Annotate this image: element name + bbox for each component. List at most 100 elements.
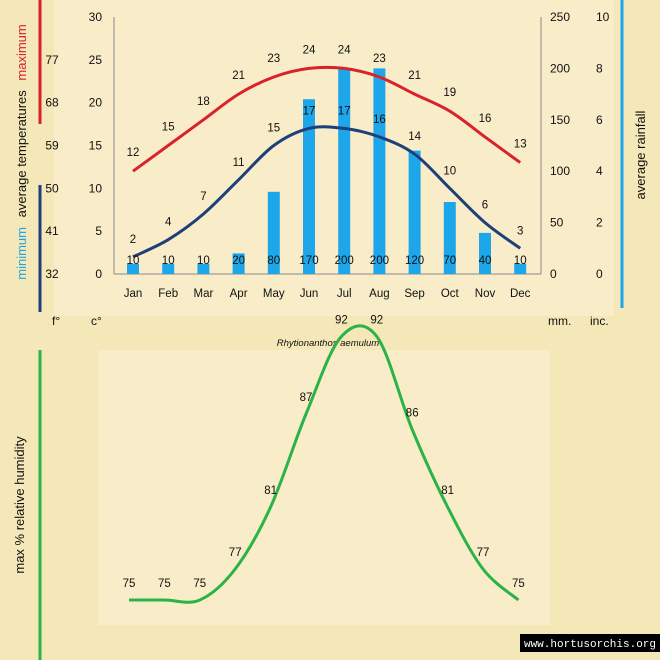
humidity-label: 75 bbox=[158, 578, 171, 590]
mm-tick: 250 bbox=[550, 10, 570, 24]
celsius-tick: 30 bbox=[89, 10, 103, 24]
min-temp-line bbox=[132, 125, 522, 259]
max-temp-label: 23 bbox=[267, 53, 280, 65]
axis-title-group: minimum average temperatures maximum bbox=[14, 24, 29, 280]
fahrenheit-tick: 77 bbox=[45, 53, 59, 67]
min-temp-label: 15 bbox=[267, 123, 280, 135]
species-caption: Rhytionanthos aemulum bbox=[277, 338, 380, 349]
inch-tick: 2 bbox=[596, 216, 603, 230]
rainfall-bar bbox=[443, 202, 456, 274]
month-tick-label: Dec bbox=[510, 288, 531, 300]
inch-tick: 6 bbox=[596, 113, 603, 127]
minimum-label: minimum bbox=[14, 227, 29, 280]
fahrenheit-tick: 41 bbox=[45, 224, 59, 238]
rainfall-label: 120 bbox=[405, 255, 424, 267]
min-temp-label: 6 bbox=[482, 200, 488, 212]
max-temp-label: 23 bbox=[373, 53, 386, 65]
celsius-tick: 25 bbox=[89, 53, 103, 67]
rainfall-bar bbox=[338, 68, 351, 275]
rainfall-label: 40 bbox=[479, 255, 492, 267]
month-tick-label: Mar bbox=[193, 288, 213, 300]
rainfall-label: 10 bbox=[162, 255, 175, 267]
celsius-tick: 0 bbox=[95, 267, 102, 281]
humidity-label: 75 bbox=[512, 578, 525, 590]
mm-tick: 0 bbox=[550, 267, 557, 281]
max-temp-label: 18 bbox=[197, 96, 210, 108]
min-temp-label: 14 bbox=[408, 131, 421, 143]
rainfall-bar bbox=[232, 253, 245, 274]
rainfall-bar bbox=[303, 99, 315, 274]
month-tick-label: Aug bbox=[369, 288, 389, 300]
min-temp-label: 10 bbox=[443, 165, 456, 177]
max-temp-line bbox=[132, 65, 522, 173]
celsius-tick: 20 bbox=[89, 96, 103, 110]
rainfall-label: 200 bbox=[370, 255, 389, 267]
max-temp-label: 24 bbox=[303, 44, 316, 56]
average-temperatures-label: average temperatures bbox=[14, 90, 29, 218]
humidity-label: 75 bbox=[123, 578, 136, 590]
rainfall-label: 20 bbox=[232, 255, 245, 267]
inch-tick: 8 bbox=[596, 61, 603, 75]
min-temp-label: 7 bbox=[200, 191, 206, 203]
rainfall-label: 10 bbox=[514, 255, 527, 267]
min-temp-label: 16 bbox=[373, 114, 386, 126]
max-temp-label: 21 bbox=[232, 70, 245, 82]
rainfall-bar bbox=[408, 150, 421, 274]
inch-tick: 4 bbox=[596, 164, 603, 178]
unit-fahrenheit: f° bbox=[52, 314, 60, 328]
month-tick-label: Jun bbox=[300, 288, 319, 300]
max-temp-label: 24 bbox=[338, 44, 351, 56]
humidity-label: 92 bbox=[370, 315, 383, 327]
rainfall-label: 170 bbox=[299, 255, 318, 267]
min-temp-label: 3 bbox=[517, 225, 523, 237]
rainfall-bar bbox=[479, 232, 491, 274]
humidity-label: 92 bbox=[335, 315, 348, 327]
humidity-label: 87 bbox=[300, 392, 313, 404]
month-tick-label: Oct bbox=[441, 288, 460, 300]
fahrenheit-tick: 32 bbox=[45, 267, 59, 281]
axis-ticks: 3025201510507768595041322502001501005001… bbox=[45, 10, 609, 281]
min-temp-label: 17 bbox=[338, 105, 351, 117]
month-tick-label: Apr bbox=[230, 288, 248, 300]
inch-tick: 0 bbox=[596, 267, 603, 281]
humidity-axis-label: max % relative humidity bbox=[12, 436, 27, 574]
min-temp-label: 17 bbox=[303, 105, 316, 117]
humidity-labels: 75 75 75 77 81 87 92 92 86 81 77 75 bbox=[123, 315, 525, 591]
max-temp-label: 21 bbox=[408, 70, 421, 82]
humidity-line bbox=[128, 324, 520, 604]
unit-celsius: c° bbox=[91, 314, 102, 328]
rainfall-label: 200 bbox=[335, 255, 354, 267]
average-rainfall-label: average rainfall bbox=[633, 110, 648, 199]
rainfall-bar bbox=[373, 68, 386, 275]
month-tick-label: Jan bbox=[124, 288, 143, 300]
min-temp-label: 4 bbox=[165, 217, 172, 229]
max-temp-label: 12 bbox=[127, 147, 140, 159]
fahrenheit-tick: 68 bbox=[45, 96, 59, 110]
celsius-tick: 10 bbox=[89, 181, 103, 195]
rainfall-bar bbox=[197, 263, 210, 274]
celsius-tick: 5 bbox=[95, 224, 102, 238]
min-temp-label: 11 bbox=[233, 157, 245, 169]
inch-tick: 10 bbox=[596, 10, 610, 24]
humidity-chart-panel bbox=[98, 350, 550, 625]
max-temp-label: 15 bbox=[162, 122, 175, 134]
rainfall-bar bbox=[514, 263, 527, 274]
humidity-label: 77 bbox=[477, 547, 490, 559]
month-tick-label: Jul bbox=[337, 288, 352, 300]
month-tick-label: Feb bbox=[158, 288, 178, 300]
rainfall-bar bbox=[267, 191, 280, 274]
rainfall-label: 10 bbox=[197, 255, 210, 267]
mm-tick: 100 bbox=[550, 164, 570, 178]
max-temp-label: 19 bbox=[443, 87, 456, 99]
rainfall-bars bbox=[127, 68, 527, 275]
unit-mm: mm. bbox=[548, 314, 571, 328]
unit-inches: inc. bbox=[590, 314, 609, 328]
fahrenheit-tick: 59 bbox=[45, 139, 59, 153]
max-temp-label: 16 bbox=[479, 113, 492, 125]
credit-text: www.hortusorchis.org bbox=[524, 639, 656, 651]
mm-tick: 200 bbox=[550, 61, 570, 75]
month-tick-label: Nov bbox=[475, 288, 496, 300]
